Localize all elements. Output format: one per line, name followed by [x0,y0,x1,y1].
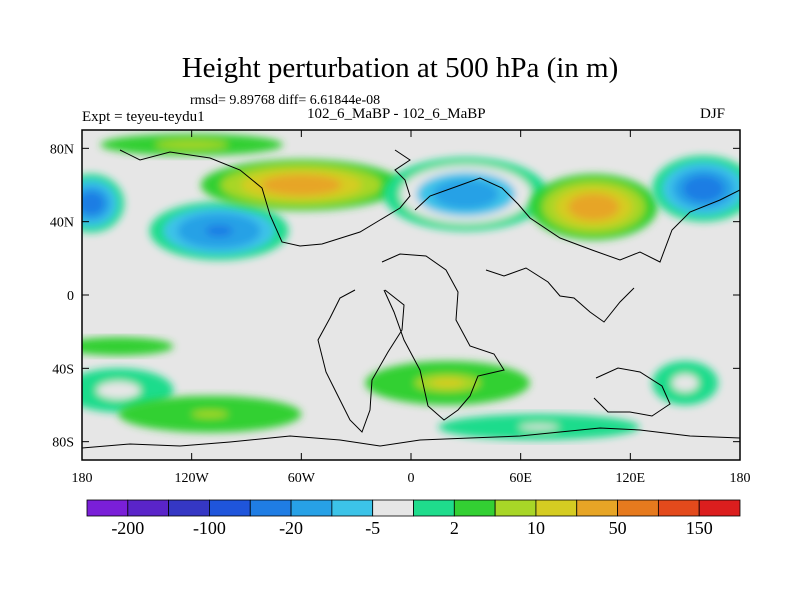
expt-label: Expt = teyeu-teydu1 [82,109,205,125]
contour-band [173,142,210,147]
feature-tropical-high [82,337,174,356]
coastline-south-america [317,289,405,433]
contour-band [107,385,130,395]
colorbar-swatch [249,499,292,517]
colorbar-swatch [535,499,578,517]
feature-indian-ocean-low [438,414,640,440]
x-tick-label: 0 [408,471,415,486]
y-tick-label: 40N [50,216,74,231]
y-tick-label: 40S [52,362,74,377]
contour-band [281,179,322,191]
coastline-eurasia [414,177,740,263]
contour-band [518,424,560,430]
contour-band [205,224,233,237]
colorbar-swatch [209,499,251,517]
colorbar-swatch [494,499,537,517]
season-label: DJF [700,106,726,122]
x-tick-label: 180 [72,471,93,486]
contour-band [107,344,130,349]
contour-band [84,197,98,210]
feature-north-pacific-low [82,174,125,233]
x-tick-label: 120W [175,471,210,486]
feature-southern-ocean-high [118,395,302,433]
colorbar: -200 -100 -20 -5 2 10 50 150 [86,499,741,538]
feature-eurasia-low [383,157,549,231]
colorbar-swatch [617,499,659,517]
colorbar-swatch [413,499,455,517]
contour-band [678,378,692,388]
feature-north-pacific-low-2 [149,201,289,261]
contour-band [693,182,714,196]
y-tick-label: 0 [67,289,74,304]
x-tick-label: 60W [288,471,316,486]
coastline-australia [593,367,671,417]
colorbar-label: 2 [450,518,459,538]
colorbar-label: -200 [111,518,144,538]
coastlines [82,149,740,449]
y-tick-label: 80S [52,436,74,451]
colorbar-label: 50 [609,518,627,538]
colorbar-swatch [168,499,210,517]
coastline-africa [381,253,505,421]
coastline-north-america [119,149,411,247]
feature-east-asia-low [652,155,740,222]
x-tick-label: 60E [509,471,532,486]
colorbar-label: -5 [365,518,380,538]
coastline-antarctica [82,427,740,449]
colorbar-swatch [657,499,700,517]
feature-siberia-high [529,174,658,240]
axes: 180 120W 60W 0 60E 120E 180 80N 40N 0 40S 80S [50,130,751,486]
colorbar-label: -20 [279,518,303,538]
colorbar-swatch [86,499,129,517]
colorbar-label: -100 [193,518,226,538]
chart-title: Height perturbation at 500 hPa (in m) [181,52,619,84]
colorbar-swatch [331,499,374,517]
rmsd-label: rmsd= 9.89768 diff= 6.61844e-08 [190,93,381,108]
coastline-asia-south [485,267,635,323]
y-tick-label: 80N [50,142,74,157]
run-label: 102_6_MaBP - 102_6_MaBP [307,106,486,122]
x-tick-label: 120E [616,471,646,486]
contour-band [191,410,229,418]
contour-band [580,200,607,214]
colorbar-label: 10 [527,518,545,538]
contour-band [449,186,483,202]
colorbar-swatch [290,499,333,517]
feature-south-atlantic-high [365,361,530,405]
colorbar-swatch [698,499,741,517]
contour-band [431,378,465,388]
colorbar-label: 150 [686,518,713,538]
x-tick-label: 180 [730,471,751,486]
feature-arctic-high [100,133,284,156]
colorbar-swatch [127,499,170,517]
height-field [82,133,740,440]
colorbar-swatch [576,499,618,517]
feature-north-america-high [200,159,402,211]
colorbar-swatch [372,499,414,517]
feature-australia-low [652,361,719,405]
colorbar-swatch [453,499,496,517]
